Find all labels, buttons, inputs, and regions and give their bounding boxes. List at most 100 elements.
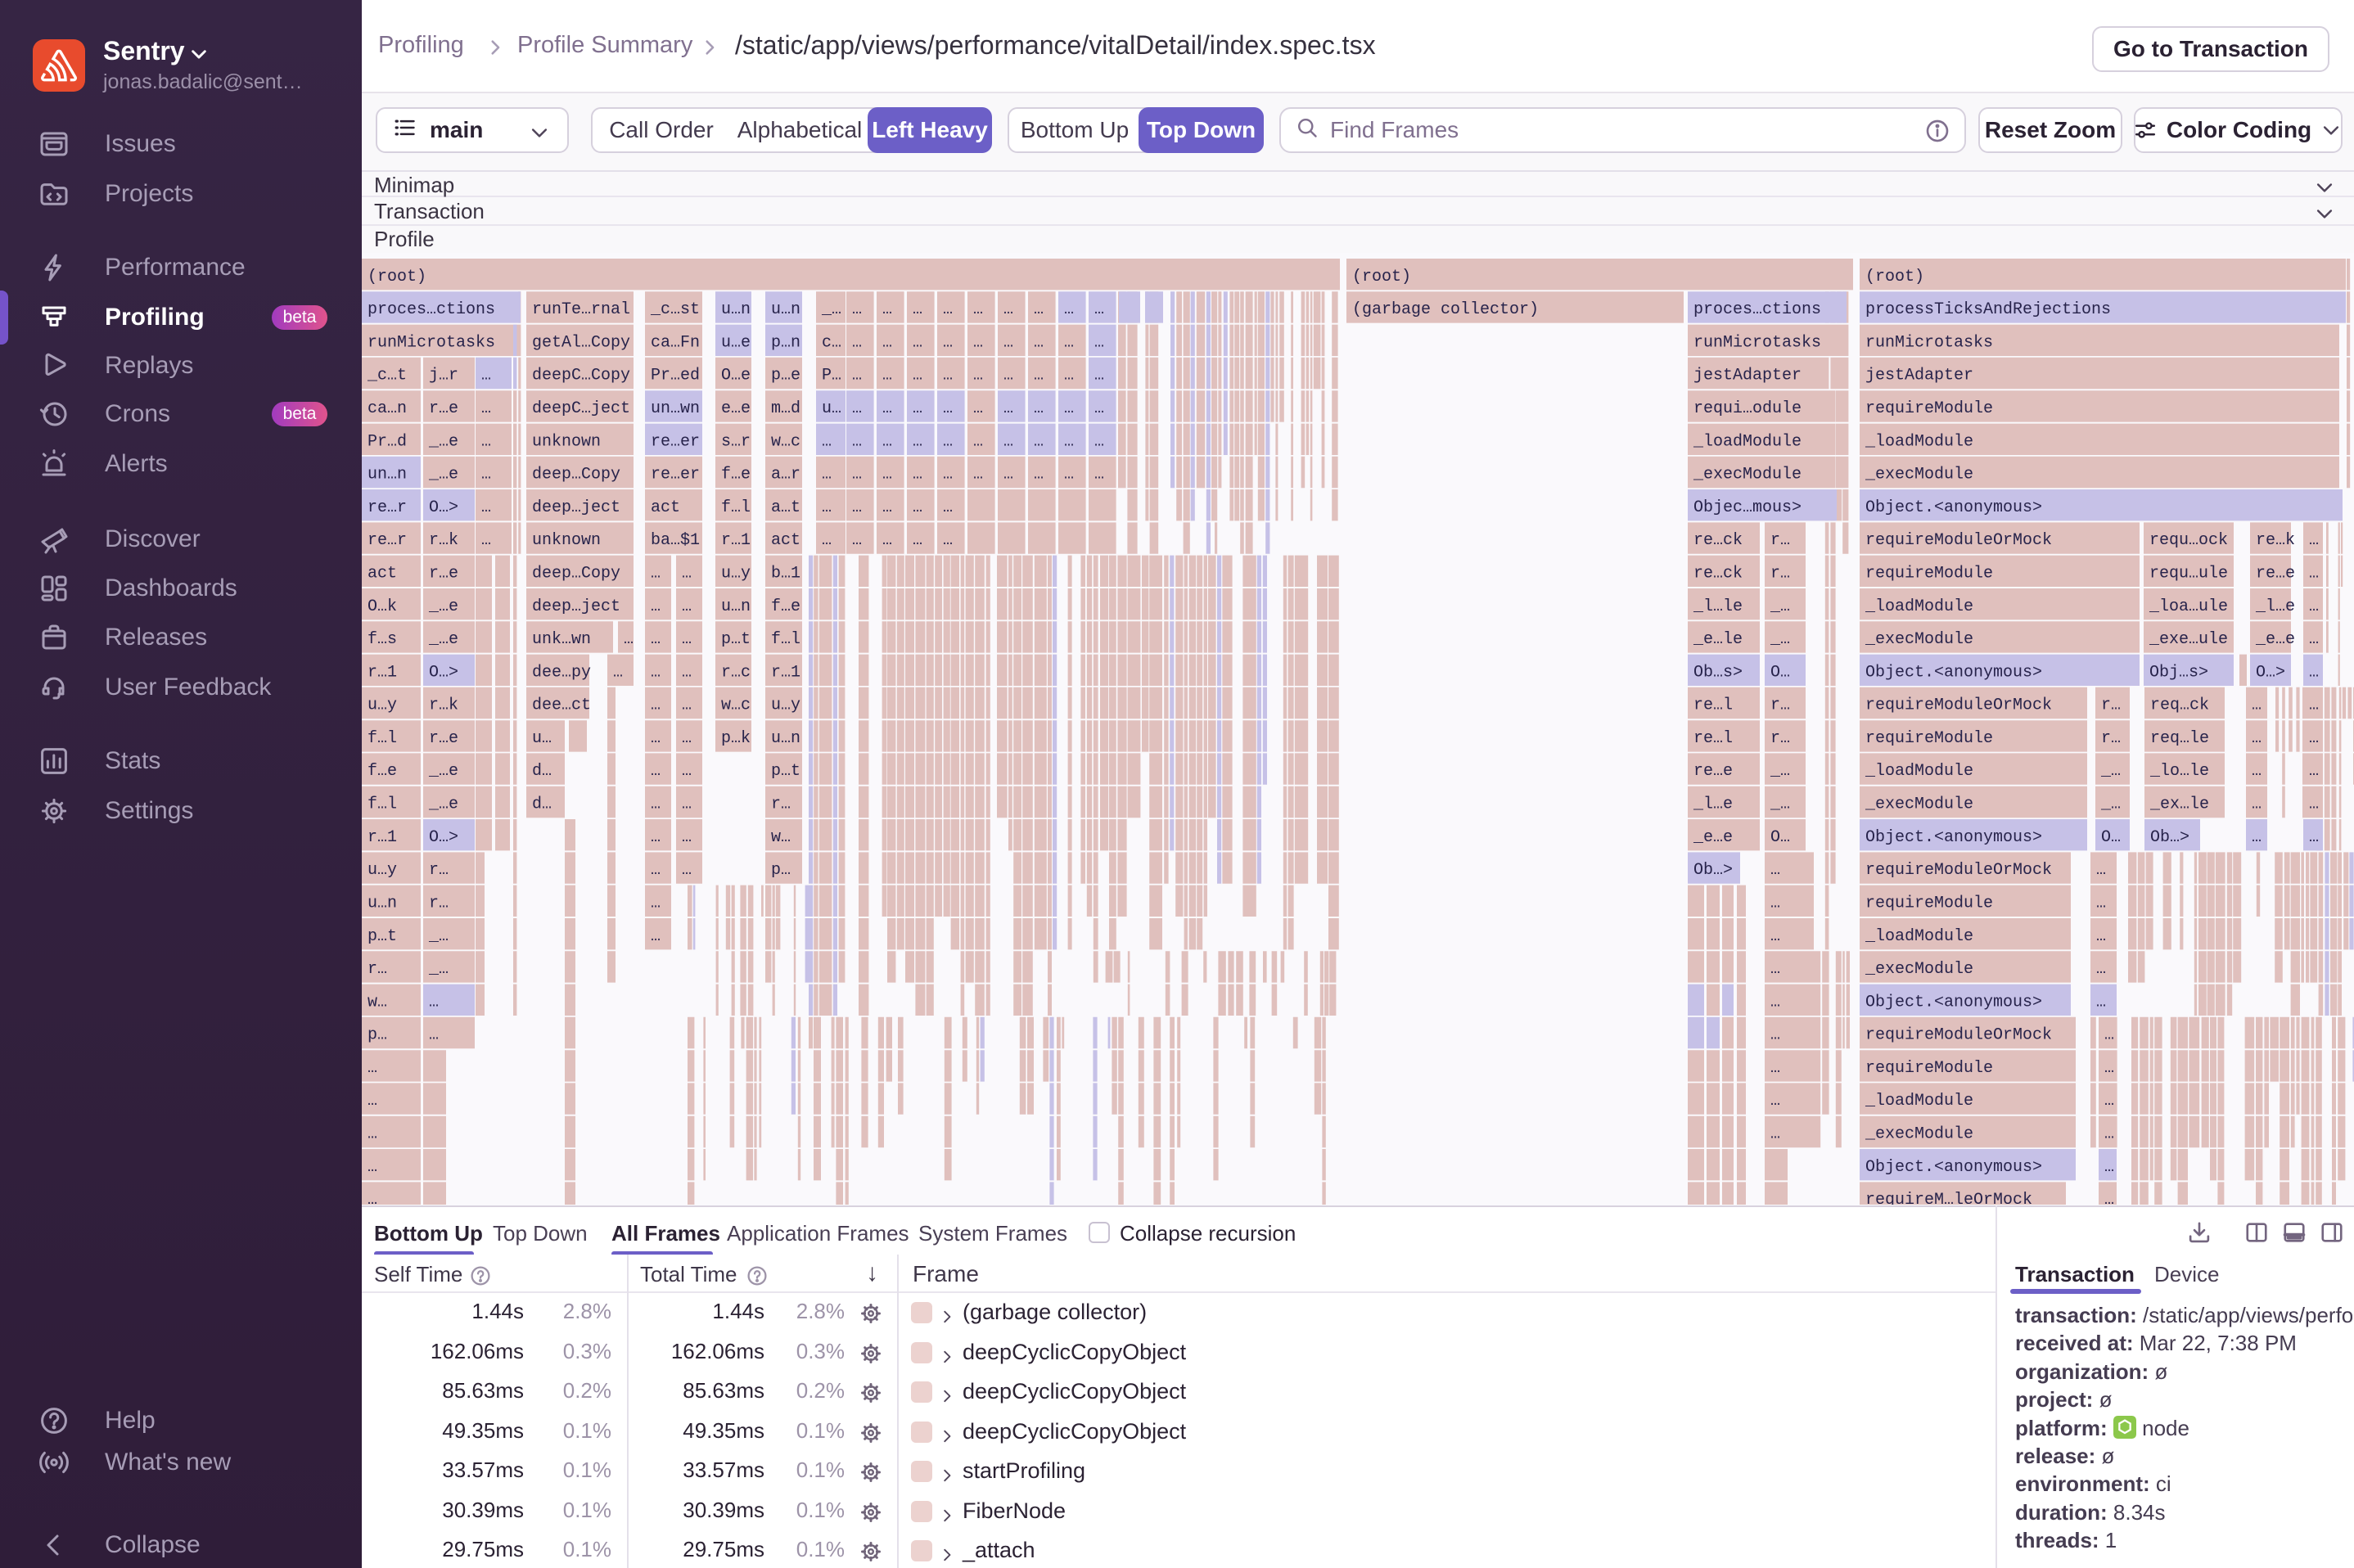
svg-text:r…1: r…1 [368,663,397,682]
svg-text:_…: _… [2100,762,2121,781]
svg-text:…: … [429,1026,439,1045]
svg-text:…: … [1064,300,1074,319]
svg-text:…: … [2096,960,2106,979]
svg-text:_…: _… [1770,630,1790,649]
svg-text:runMicrotasks: runMicrotasks [1693,333,1821,352]
svg-text:…: … [651,927,661,946]
svg-text:requireModuleOrMock: requireModuleOrMock [1865,861,2052,880]
svg-text:…: … [1094,466,1104,484]
svg-text:_c…st: _c…st [650,300,700,319]
svg-text:_execModule: _execModule [1693,466,1802,484]
svg-text:…: … [651,597,661,616]
svg-text:_loa…ule: _loa…ule [2149,597,2228,616]
svg-text:…: … [682,696,692,715]
svg-text:f…l: f…l [368,795,397,814]
svg-text:…: … [481,466,491,484]
svg-text:…: … [1034,399,1044,418]
svg-text:…: … [882,399,892,418]
svg-text:…: … [852,531,862,550]
svg-text:unknown: unknown [532,531,601,550]
svg-text:requireModuleOrMock: requireModuleOrMock [1865,531,2052,550]
svg-text:…: … [2096,861,2106,880]
svg-text:…: … [1094,333,1104,352]
svg-text:dee…py: dee…py [532,663,591,682]
svg-text:w…c: w…c [721,696,751,715]
svg-text:deep…Copy: deep…Copy [532,565,620,583]
svg-text:re…ck: re…ck [1693,565,1743,583]
svg-text:j…r: j…r [429,367,458,385]
svg-text:r…1: r…1 [368,828,397,847]
svg-text:…: … [651,894,661,912]
svg-text:dee…ct: dee…ct [532,696,591,715]
svg-text:…: … [1770,1092,1780,1111]
svg-text:_ex…le: _ex…le [2149,795,2209,814]
svg-text:u…y: u…y [368,861,397,880]
svg-text:…: … [913,399,922,418]
svg-text:…: … [882,432,892,451]
svg-text:re…l: re…l [1693,696,1733,715]
svg-text:proces…ctions: proces…ctions [1693,300,1821,319]
svg-text:…: … [852,300,862,319]
svg-text:r…: r… [368,960,387,979]
svg-text:un…n: un…n [368,466,407,484]
svg-text:…: … [882,333,892,352]
svg-text:b…1: b…1 [771,565,800,583]
svg-text:…: … [913,531,922,550]
svg-text:…: … [624,630,634,649]
svg-text:f…l: f…l [721,498,751,517]
svg-text:…: … [973,300,983,319]
svg-text:req…ck: req…ck [2150,696,2209,715]
svg-text:…: … [2309,795,2319,814]
svg-text:r…1: r…1 [721,531,751,550]
svg-text:requi…odule: requi…odule [1693,399,1802,418]
svg-text:…: … [882,531,892,550]
svg-text:…: … [682,795,692,814]
svg-text:_…: _… [821,300,841,319]
svg-text:_execModule: _execModule [1865,466,1973,484]
svg-text:requireModule: requireModule [1865,565,1993,583]
svg-text:re…r: re…r [368,498,407,517]
svg-text:…: … [822,432,832,451]
svg-text:…: … [822,531,832,550]
svg-text:O…>: O…> [429,663,458,682]
svg-text:O…>: O…> [2256,663,2285,682]
svg-text:…: … [1094,300,1104,319]
svg-text:…: … [651,565,661,583]
svg-text:…: … [2104,1158,2114,1177]
svg-text:requireModule: requireModule [1865,729,1993,748]
svg-text:(root): (root) [1352,268,1411,286]
svg-text:re…er: re…er [651,466,700,484]
svg-text:…: … [1034,432,1044,451]
svg-text:…: … [943,531,953,550]
svg-text:…: … [2104,1059,2114,1078]
svg-text:…: … [2104,1191,2114,1205]
svg-text:runMicrotasks: runMicrotasks [368,333,495,352]
svg-text:r…e: r…e [429,729,458,748]
svg-text:r…e: r…e [429,565,458,583]
svg-text:O…>: O…> [429,828,458,847]
svg-text:…: … [1034,367,1044,385]
svg-text:_execModule: _execModule [1865,795,1973,814]
svg-text:deep…ject: deep…ject [532,498,620,517]
svg-text:…: … [1064,333,1074,352]
svg-text:requireModule: requireModule [1865,399,1993,418]
svg-text:u…n: u…n [368,894,397,912]
svg-text:…: … [651,762,661,781]
svg-text:_e…e: _e…e [1693,828,1733,847]
svg-text:requireModuleOrMock: requireModuleOrMock [1865,696,2052,715]
svg-text:r…: r… [1770,696,1790,715]
svg-text:…: … [429,993,439,1012]
svg-text:…: … [682,762,692,781]
svg-text:O…: O… [2101,828,2121,847]
svg-text:(root): (root) [368,268,426,286]
svg-text:unknown: unknown [532,432,601,451]
svg-text:…: … [1003,300,1013,319]
svg-text:r…: r… [1770,729,1790,748]
svg-text:…: … [943,498,953,517]
svg-text:…: … [1770,1026,1780,1045]
svg-text:_loadModule: _loadModule [1865,927,1973,946]
svg-text:O…>: O…> [429,498,458,517]
svg-text:…: … [1770,993,1780,1012]
svg-text:…: … [368,1191,377,1205]
svg-text:…: … [913,466,922,484]
